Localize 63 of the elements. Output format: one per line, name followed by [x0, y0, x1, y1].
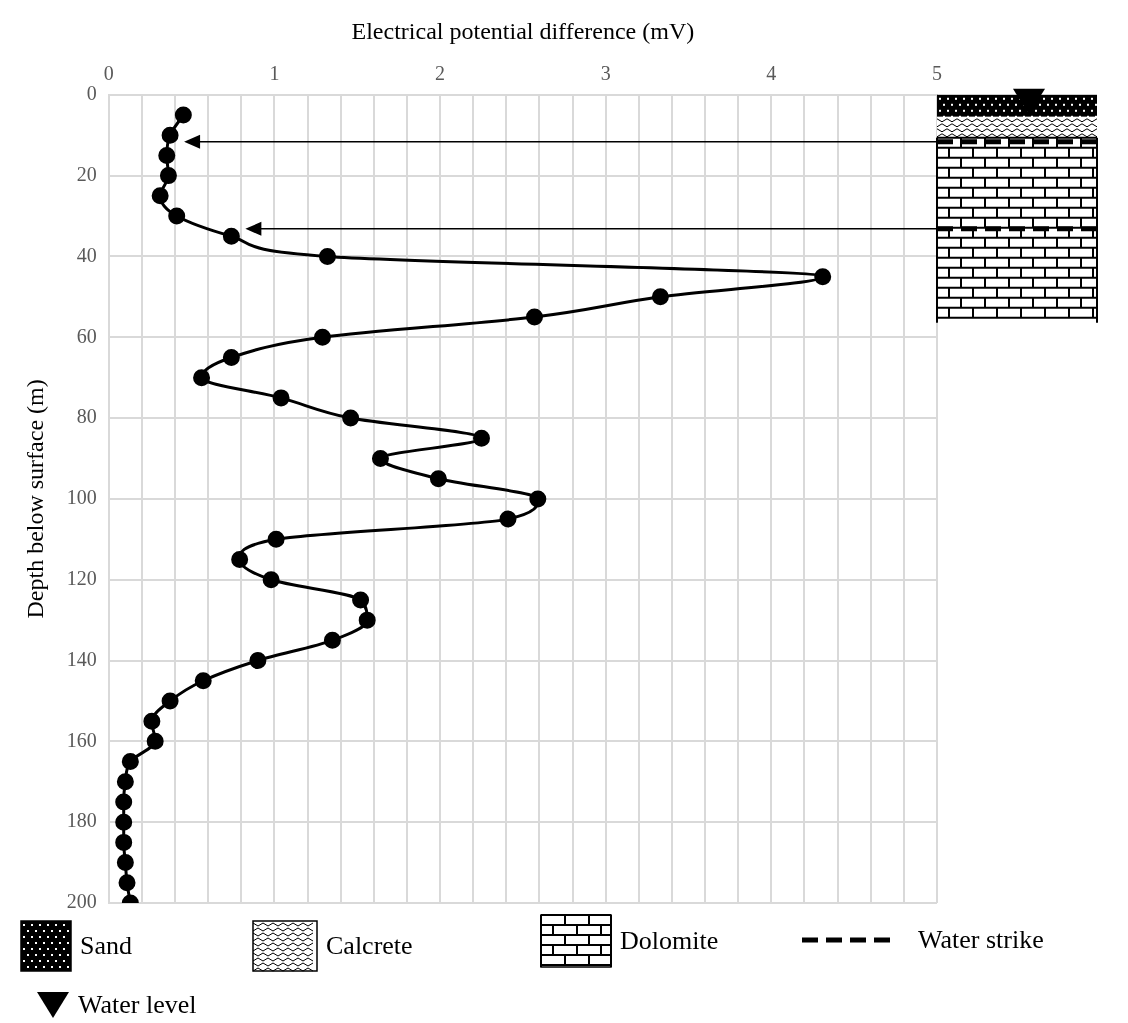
point: [151, 187, 169, 205]
point: [231, 551, 249, 569]
point: [222, 227, 240, 245]
point: [174, 106, 192, 124]
point: [318, 247, 336, 265]
y-tick-label: 20: [76, 162, 97, 185]
point: [161, 126, 179, 144]
point: [651, 288, 669, 306]
point: [121, 753, 139, 771]
y-tick-label: 160: [66, 728, 97, 751]
point: [118, 874, 136, 892]
y-axis-title: Depth below surface (m): [21, 379, 48, 619]
point: [814, 268, 832, 286]
point: [323, 631, 341, 649]
y-tick-label: 40: [76, 243, 97, 266]
point: [262, 571, 280, 589]
point: [342, 409, 360, 427]
point: [158, 146, 176, 164]
point: [115, 793, 133, 811]
text: Water level: [78, 990, 197, 1020]
point: [143, 712, 161, 730]
point: [358, 611, 376, 629]
point: [194, 672, 212, 690]
text: Calcrete: [326, 931, 413, 961]
point: [193, 369, 211, 387]
x-tick-label: 0: [103, 62, 114, 85]
point: [146, 732, 164, 750]
y-tick-label: 80: [76, 405, 97, 428]
x-tick-label: 1: [269, 62, 280, 85]
point: [222, 348, 240, 366]
point: [116, 773, 134, 791]
point: [272, 389, 290, 407]
x-tick-label: 5: [932, 62, 942, 85]
y-tick-label: 60: [76, 324, 97, 347]
point: [116, 854, 134, 872]
point: [168, 207, 186, 225]
point: [472, 429, 490, 447]
y-tick-label: 180: [66, 809, 97, 832]
x-tick-label: 3: [600, 62, 611, 85]
point: [313, 328, 331, 346]
point: [526, 308, 543, 326]
y-tick-label: 200: [66, 890, 97, 913]
point: [115, 833, 133, 851]
y-tick-label: 100: [66, 486, 97, 509]
x-tick-label: 4: [766, 62, 777, 85]
point: [115, 813, 133, 831]
point: [429, 470, 447, 488]
point: [249, 652, 267, 670]
point: [267, 530, 285, 548]
y-tick-label: 140: [66, 647, 97, 670]
point: [352, 591, 370, 609]
y-tick-label: 0: [86, 82, 97, 105]
text: Sand: [80, 931, 132, 961]
point: [529, 490, 547, 508]
point: [371, 449, 389, 467]
x-tick-label: 2: [435, 62, 446, 85]
x-axis-title: Electrical potential difference (mV): [351, 17, 695, 44]
text: Water strike: [918, 925, 1044, 955]
y-tick-label: 120: [66, 566, 97, 589]
point: [159, 167, 177, 185]
text: Dolomite: [620, 926, 719, 956]
point: [499, 510, 517, 528]
point: [161, 692, 179, 710]
